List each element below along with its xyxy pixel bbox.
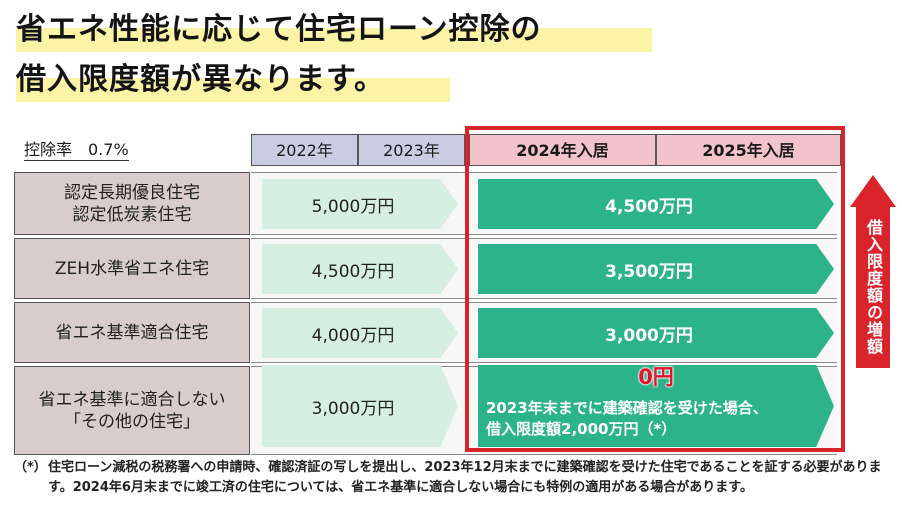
title-text-1: 省エネ性能に応じて住宅ローン控除の <box>16 12 542 47</box>
header-2022: 2022年 <box>251 134 358 166</box>
deduction-rate-text: 控除率 0.7% <box>24 140 129 161</box>
header-2023: 2023年 <box>358 134 465 166</box>
row-label-line: 認定長期優良住宅 <box>64 182 200 203</box>
row-label-zeh: ZEH水準省エネ住宅 <box>14 238 250 299</box>
row-label-other: 省エネ基準に適合しない 「その他の住宅」 <box>14 366 250 455</box>
highlight-frame <box>465 126 845 452</box>
title-line-2: 借入限度額が異なります。 <box>16 56 450 104</box>
deduction-rate-label: 控除率 0.7% <box>24 134 244 166</box>
limit-2024-2025-other <box>478 365 834 447</box>
limit-value: 4,000万円 <box>311 325 395 346</box>
other-housing-note: 2023年末までに建築確認を受けた場合、 借入限度額2,000万円（*） <box>486 398 826 440</box>
limit-value: 3,000万円 <box>311 398 395 419</box>
zero-yen-value: 0円 <box>638 365 674 389</box>
limit-2024-2025-zeh: 3,500万円 <box>478 244 834 294</box>
title-highlight <box>16 28 652 52</box>
footnote: （*） 住宅ローン減税の税務署への申請時、確認済証の写しを提出し、2023年12… <box>14 458 894 498</box>
limit-value: 4,500万円 <box>605 196 693 217</box>
limit-2024-2025-long-term: 4,500万円 <box>478 179 834 229</box>
limit-value: 5,000万円 <box>311 196 395 217</box>
other-note-line: 2023年末までに建築確認を受けた場合、 <box>486 399 768 417</box>
up-arrow-icon <box>850 175 896 207</box>
limit-value: 3,000万円 <box>605 325 693 346</box>
row-label-long-term: 認定長期優良住宅 認定低炭素住宅 <box>14 172 250 235</box>
limit-2024-2025-standard: 3,000万円 <box>478 308 834 358</box>
header-2024: 2024年入居 <box>469 134 656 166</box>
limit-2022-2023-standard: 4,000万円 <box>262 308 458 358</box>
row-label-line: 認定低炭素住宅 <box>72 204 192 225</box>
title-line-1: 省エネ性能に応じて住宅ローン控除の <box>16 6 652 54</box>
row-label-standard: 省エネ基準適合住宅 <box>14 302 250 363</box>
other-note-line: 借入限度額2,000万円（*） <box>486 420 677 438</box>
footnote-text: 住宅ローン減税の税務署への申請時、確認済証の写しを提出し、2023年12月末まで… <box>48 460 882 495</box>
row-label-line: 「その他の住宅」 <box>64 411 200 432</box>
limit-2022-2023-zeh: 4,500万円 <box>262 244 458 294</box>
footnote-mark: （*） <box>14 460 47 475</box>
row-label-line: ZEH水準省エネ住宅 <box>54 258 210 279</box>
side-label: 借入限度額の増額 <box>856 206 890 368</box>
title-text-2: 借入限度額が異なります。 <box>16 62 385 97</box>
row-label-line: 省エネ基準適合住宅 <box>55 322 209 343</box>
limit-value: 4,500万円 <box>311 261 395 282</box>
row-label-line: 省エネ基準に適合しない <box>38 389 226 410</box>
limit-2022-2023-other: 3,000万円 <box>262 365 458 447</box>
limit-2022-2023-long-term: 5,000万円 <box>262 179 458 229</box>
limit-value: 3,500万円 <box>605 261 693 282</box>
header-2025: 2025年入居 <box>656 134 841 166</box>
title-highlight <box>16 78 450 102</box>
